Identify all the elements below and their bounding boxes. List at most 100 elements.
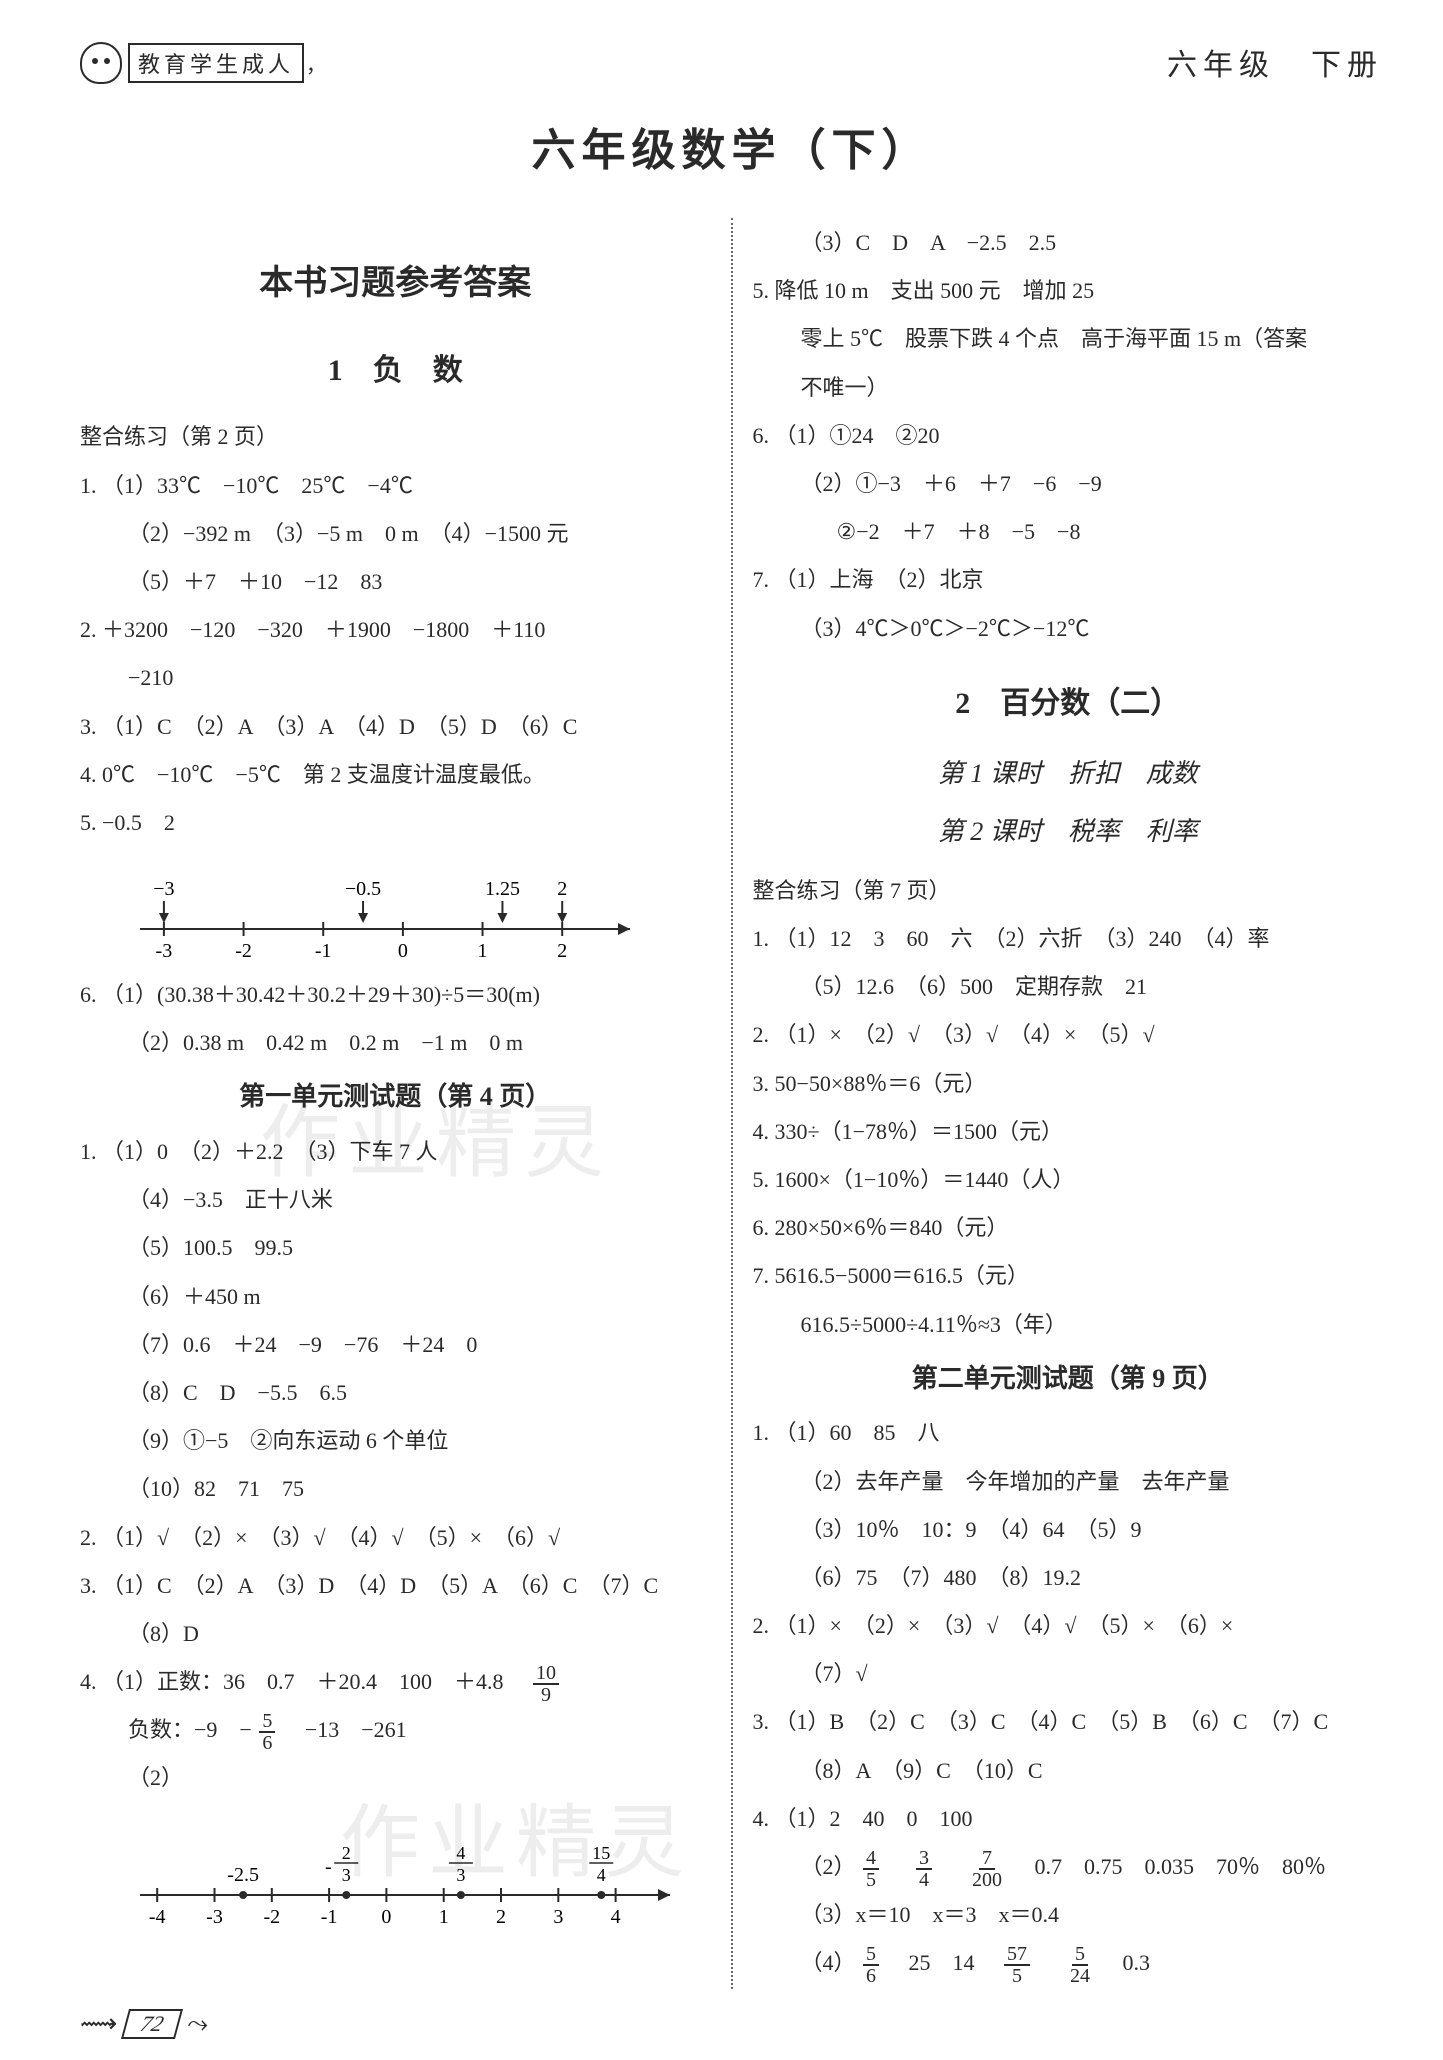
- svg-text:-4: -4: [149, 1906, 166, 1928]
- answer-line: 2. （1）× （2）× （3）√ （4）√ （5）× （6）×: [753, 1603, 1384, 1649]
- answer-line: 负数：−9 − 5 6 −13 −261: [80, 1707, 711, 1753]
- unit-test-1-title: 第一单元测试题（第 4 页）: [80, 1070, 711, 1125]
- svg-text:-2.5: -2.5: [227, 1864, 259, 1886]
- svg-text:2: 2: [496, 1906, 506, 1928]
- svg-text:-2: -2: [235, 940, 252, 962]
- answer-line: 1. （1）60 85 八: [753, 1410, 1384, 1456]
- text: （4）: [801, 1950, 856, 1975]
- answers-heading: 本书习题参考答案: [80, 248, 711, 319]
- number-line-2: -4-3-2-101234-2.5-2343154: [120, 1810, 711, 1930]
- grade-header: 六年级 下册: [1167, 40, 1383, 84]
- answer-line: 4. （1）2 40 0 100: [753, 1796, 1384, 1842]
- page-number: ⟿ 72 ⤳: [80, 2009, 1383, 2040]
- answer-line: （8）A （9）C （10）C: [753, 1748, 1384, 1794]
- answer-line: （3）10％ 10：9 （4）64 （5）9: [753, 1507, 1384, 1553]
- svg-text:0: 0: [398, 940, 408, 962]
- logo-tail: ，: [306, 49, 326, 78]
- exercise-label: 整合练习（第 7 页）: [753, 868, 1384, 914]
- svg-text:-: -: [325, 1856, 332, 1878]
- answer-line: （2）−392 m （3）−5 m 0 m （4）−1500 元: [80, 511, 711, 557]
- text: 25 14: [887, 1950, 997, 1975]
- book-title: 六年级数学（下）: [80, 114, 1383, 178]
- answer-line: 3. （1）B （2）C （3）C （4）C （5）B （6）C （7）C: [753, 1699, 1384, 1745]
- svg-text:3: 3: [553, 1906, 563, 1928]
- answer-line: 7. （1）上海 （2）北京: [753, 557, 1384, 603]
- answer-line: 1. （1）33℃ −10℃ 25℃ −4℃: [80, 463, 711, 509]
- answer-line: （3）x＝10 x＝3 x＝0.4: [753, 1892, 1384, 1938]
- answer-line: 5. 降低 10 m 支出 500 元 增加 25: [753, 268, 1384, 314]
- answer-line: （2） 45 34 7200 0.7 0.75 0.035 70％ 80％: [753, 1844, 1384, 1890]
- answer-line: 6. （1）①24 ②20: [753, 413, 1384, 459]
- text: （2）: [801, 1854, 856, 1879]
- unit-test-2-title: 第二单元测试题（第 9 页）: [753, 1352, 1384, 1407]
- fraction: 7200: [969, 1848, 1005, 1890]
- answer-line: （5）100.5 99.5: [80, 1225, 711, 1271]
- svg-text:2: 2: [342, 1843, 351, 1863]
- left-column: 本书习题参考答案 1 负 数 整合练习（第 2 页） 1. （1）33℃ −10…: [80, 218, 711, 1989]
- svg-text:−3: −3: [153, 878, 174, 900]
- svg-text:15: 15: [592, 1843, 610, 1863]
- answer-line: （2）: [80, 1755, 711, 1801]
- publisher-logo: 教育学生成人 ，: [80, 42, 326, 84]
- svg-text:-1: -1: [315, 940, 332, 962]
- svg-text:4: 4: [456, 1843, 465, 1863]
- answer-line: （10）82 71 75: [80, 1466, 711, 1512]
- page-header: 教育学生成人 ， 六年级 下册: [80, 40, 1383, 84]
- text: （2）: [128, 1765, 183, 1790]
- answer-line: （6）75 （7）480 （8）19.2: [753, 1555, 1384, 1601]
- svg-text:-2: -2: [263, 1906, 280, 1928]
- fraction: 45: [863, 1848, 879, 1890]
- answer-line: 5. 1600×（1−10％）＝1440（人）: [753, 1157, 1384, 1203]
- page-number-value: 72: [121, 2009, 183, 2039]
- answer-line: ②−2 ＋7 ＋8 −5 −8: [753, 509, 1384, 555]
- fraction: 575: [1004, 1944, 1030, 1986]
- answer-line: 2. ＋3200 −120 −320 ＋1900 −1800 ＋110: [80, 607, 711, 653]
- answer-line: （7）√: [753, 1651, 1384, 1697]
- svg-text:-3: -3: [156, 940, 173, 962]
- answer-line: 零上 5℃ 股票下跌 4 个点 高于海平面 15 m（答案: [753, 316, 1384, 362]
- answer-line: （2）0.38 m 0.42 m 0.2 m −1 m 0 m: [80, 1020, 711, 1066]
- svg-text:4: 4: [611, 1906, 621, 1928]
- answer-line: 4. 0℃ −10℃ −5℃ 第 2 支温度计温度最低。: [80, 752, 711, 798]
- chapter-1-title: 1 负 数: [80, 339, 711, 402]
- answer-line: 6. 280×50×6％＝840（元）: [753, 1205, 1384, 1251]
- text: 4. （1）正数：36 0.7 ＋20.4 100 ＋4.8: [80, 1669, 526, 1694]
- fraction: 5 6: [259, 1711, 275, 1753]
- answer-line: （4）−3.5 正十八米: [80, 1177, 711, 1223]
- answer-line: （5）12.6 （6）500 定期存款 21: [753, 964, 1384, 1010]
- chapter-2-title: 2 百分数（二）: [753, 672, 1384, 735]
- answer-line: 2. （1）√ （2）× （3）√ （4）√ （5）× （6）√: [80, 1515, 711, 1561]
- fraction: 524: [1067, 1944, 1093, 1986]
- answer-line: 3. （1）C （2）A （3）D （4）D （5）A （6）C （7）C: [80, 1563, 711, 1609]
- answer-line: （5）＋7 ＋10 −12 83: [80, 559, 711, 605]
- svg-text:0: 0: [381, 1906, 391, 1928]
- text: −13 −261: [283, 1717, 407, 1742]
- exercise-label: 整合练习（第 2 页）: [80, 414, 711, 460]
- svg-text:2: 2: [557, 878, 567, 900]
- svg-text:2: 2: [557, 940, 567, 962]
- answer-line: （7）0.6 ＋24 −9 −76 ＋24 0: [80, 1322, 711, 1368]
- svg-text:−0.5: −0.5: [345, 878, 381, 900]
- text: 负数：−9 −: [128, 1717, 252, 1742]
- answer-line: 2. （1）× （2）√ （3）√ （4）× （5）√: [753, 1012, 1384, 1058]
- answer-line: 616.5÷5000÷4.11％≈3（年）: [753, 1302, 1384, 1348]
- svg-text:3: 3: [342, 1865, 351, 1885]
- answer-line: −210: [80, 655, 711, 701]
- answer-line: （8）C D −5.5 6.5: [80, 1370, 711, 1416]
- page-deco-icon: ⟿: [80, 2009, 117, 2039]
- answer-line: 1. （1）12 3 60 六 （2）六折 （3）240 （4）率: [753, 916, 1384, 962]
- answer-line: （4） 56 25 14 575 524 0.3: [753, 1940, 1384, 1986]
- answer-line: （3）C D A −2.5 2.5: [753, 220, 1384, 266]
- page-deco-icon: ⤳: [187, 2009, 208, 2040]
- answer-line: （2）①−3 ＋6 ＋7 −6 −9: [753, 461, 1384, 507]
- svg-text:-1: -1: [321, 1906, 338, 1928]
- lesson-1-title: 第 1 课时 折扣 成数: [753, 747, 1384, 802]
- svg-text:1: 1: [478, 940, 488, 962]
- svg-text:-3: -3: [206, 1906, 223, 1928]
- answer-line: 6. （1）(30.38＋30.42＋30.2＋29＋30)÷5＝30(m): [80, 972, 711, 1018]
- answer-line: 7. 5616.5−5000＝616.5（元）: [753, 1253, 1384, 1299]
- text: 0.3: [1101, 1950, 1151, 1975]
- answer-line: （3）4℃＞0℃＞−2℃＞−12℃: [753, 606, 1384, 652]
- logo-text: 教育学生成人: [128, 43, 304, 83]
- answer-line: 5. −0.5 2: [80, 800, 711, 846]
